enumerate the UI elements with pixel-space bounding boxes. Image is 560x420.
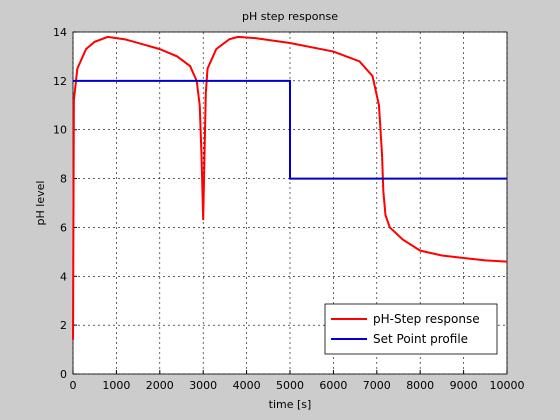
x-tick-label: 9000 — [450, 379, 478, 392]
chart-title: pH step response — [242, 10, 338, 23]
y-tick-label: 8 — [60, 173, 67, 186]
y-tick-label: 0 — [60, 368, 67, 381]
x-tick-label: 10000 — [490, 379, 525, 392]
x-tick-label: 3000 — [189, 379, 217, 392]
y-tick-label: 2 — [60, 319, 67, 332]
y-tick-label: 12 — [53, 75, 67, 88]
legend-label: pH-Step response — [373, 312, 480, 326]
x-tick-label: 0 — [70, 379, 77, 392]
data-line — [73, 79, 507, 180]
legend-label: Set Point profile — [373, 332, 468, 346]
y-tick-label: 4 — [60, 270, 67, 283]
x-tick-label: 8000 — [406, 379, 434, 392]
data-line — [72, 35, 508, 340]
y-tick-label: 6 — [60, 221, 67, 234]
legend-box — [324, 303, 498, 355]
x-tick-label: 6000 — [319, 379, 347, 392]
x-tick-label: 2000 — [146, 379, 174, 392]
x-tick-label: 1000 — [102, 379, 130, 392]
x-tick-label: 7000 — [363, 379, 391, 392]
y-axis-label: pH level — [34, 181, 47, 226]
y-tick-label: 14 — [53, 26, 67, 39]
x-axis-label: time [s] — [269, 398, 312, 411]
x-tick-label: 4000 — [233, 379, 261, 392]
x-tick-label: 5000 — [276, 379, 304, 392]
y-tick-label: 10 — [53, 124, 67, 137]
